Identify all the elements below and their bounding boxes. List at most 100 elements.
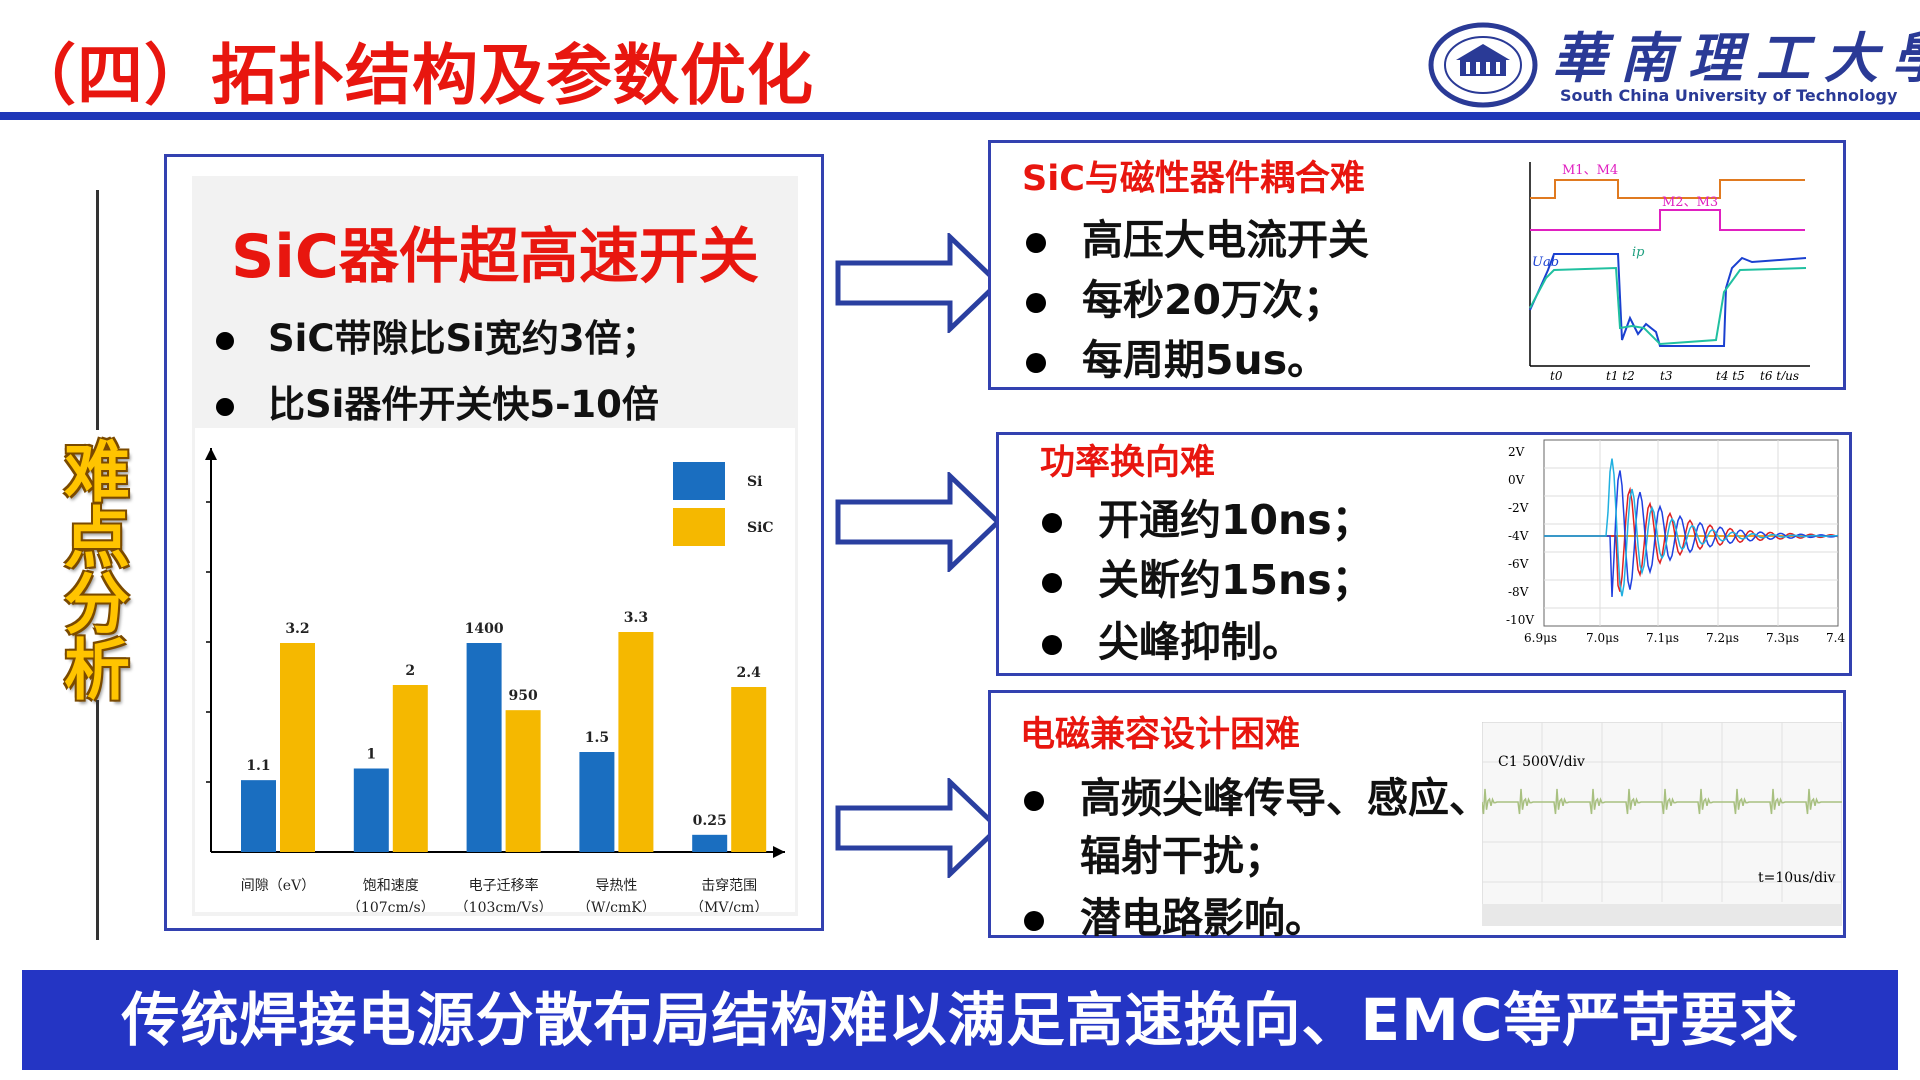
panel-1-bullet-2: 每秒20万次； <box>1026 266 1344 326</box>
bar-sic <box>618 632 654 852</box>
ringing-waveform-figure: 2V 0V -2V -4V -6V -8V -10V 6.9μs 7.0μs 7… <box>1506 436 1846 652</box>
page-title: （四）拓扑结构及参数优化 <box>10 37 814 114</box>
bullet-dot-icon <box>1024 791 1044 811</box>
bar-value-label: 0.25 <box>693 813 727 829</box>
side-line-top <box>96 190 99 430</box>
chart-legend: Si SiC <box>673 462 774 546</box>
bar-si <box>692 834 728 852</box>
left-bullet-1: SiC带隙比Si宽约3倍； <box>216 308 659 362</box>
summary-banner-text: 传统焊接电源分散布局结构难以满足高速换向、EMC等严苛要求 <box>121 986 1799 1054</box>
category-label: 电子迁移率 <box>469 877 539 894</box>
fig1-label-ip: ip <box>1632 245 1645 260</box>
fig1-label-uab: Uab <box>1532 255 1559 270</box>
fig2-ytick: -6V <box>1508 557 1529 571</box>
bar-value-label: 3.3 <box>624 610 648 626</box>
chart-labels: 1.1 3.2 间隙（eV） 1 2 饱和速度 （107cm/s） 1400 950 电子迁移率 （… <box>241 610 769 916</box>
bar-sic <box>280 643 315 852</box>
category-label: （103cm/Vs） <box>455 900 553 912</box>
chart-bars <box>241 632 767 852</box>
fig2-ytick: -8V <box>1508 585 1529 599</box>
bar-sic <box>731 687 767 852</box>
bar-value-label: 950 <box>508 688 537 704</box>
chart-svg: 1.1 3.2 间隙（eV） 1 2 饱和速度 （107cm/s） 1400 950 电子迁移率 （… <box>205 448 785 916</box>
fig2-xtick: 7.3μs <box>1766 631 1799 645</box>
category-label: （MV/cm） <box>690 900 768 912</box>
category-label: 饱和速度 <box>363 878 419 894</box>
comparison-chart: 1.1 3.2 间隙（eV） 1 2 饱和速度 （107cm/s） 1400 950 电子迁移率 （… <box>195 428 795 916</box>
panel-3-title: 电磁兼容设计困难 <box>1020 715 1301 755</box>
panel-2-bullet-3: 尖峰抑制。 <box>1042 608 1303 668</box>
bullet-dot-icon <box>216 331 234 350</box>
fig1-xtick: t1 t2 <box>1606 369 1635 380</box>
panel-2-title: 功率换向难 <box>1040 443 1216 483</box>
bar-si <box>579 752 615 852</box>
fig2-ytick: -4V <box>1508 529 1529 543</box>
bar-value-label: 1.5 <box>585 730 609 746</box>
left-bullet-2: 比Si器件开关快5-10倍 <box>216 374 659 428</box>
bullet-dot-icon <box>1026 293 1046 313</box>
fig2-xtick: 7.2μs <box>1706 631 1739 645</box>
osc-time-label: t=10us/div <box>1758 870 1836 886</box>
fig2-xtick: 7.0μs <box>1586 631 1619 645</box>
bar-si <box>466 643 502 852</box>
oscilloscope-figure: C1 500V/div t=10us/div <box>1482 722 1842 926</box>
arrow-right-icon <box>835 778 1002 878</box>
category-label: 间隙（eV） <box>241 878 315 894</box>
category-label: （107cm/s） <box>347 900 435 912</box>
bar-value-label: 1.1 <box>246 758 270 774</box>
legend-label: Si <box>747 474 762 490</box>
fig1-xtick: t4 t5 <box>1716 369 1745 380</box>
panel-1-title: SiC与磁性器件耦合难 <box>1022 159 1365 199</box>
category-label: （W/cmK） <box>577 900 656 912</box>
bar-si <box>241 780 276 852</box>
fig2-xtick: 7.4 <box>1826 631 1845 645</box>
bar-value-label: 1 <box>366 747 376 763</box>
panel-1-bullet-1: 高压大电流开关 <box>1026 206 1369 266</box>
fig2-ytick: -2V <box>1508 501 1529 515</box>
bullet-dot-icon <box>1042 513 1062 533</box>
arrow-right-icon <box>835 233 1002 333</box>
legend-swatch <box>673 508 725 546</box>
fig2-xtick: 6.9μs <box>1524 631 1557 645</box>
switching-waveform-figure: M1、M4 M2、M3 Uab ip t0 t1 t2 t3 t4 t5 t6 … <box>1520 158 1822 380</box>
side-label: 难点分析 <box>64 434 130 709</box>
fig2-xtick: 7.1μs <box>1646 631 1679 645</box>
university-seal-icon <box>1428 22 1538 108</box>
bar-value-label: 3.2 <box>285 621 309 637</box>
side-line-bottom <box>96 700 99 940</box>
summary-banner <box>22 970 1898 1070</box>
bullet-dot-icon <box>1042 573 1062 593</box>
panel-3-bullet-1-cont: 辐射干扰； <box>1080 832 1285 880</box>
bar-sic <box>392 685 428 852</box>
panel-3-bullet-2: 潜电路影响。 <box>1024 884 1326 944</box>
fig1-label-m2m3: M2、M3 <box>1662 195 1718 210</box>
fig1-xtick: t3 <box>1660 369 1673 380</box>
legend-swatch <box>673 462 725 500</box>
category-label: 导热性 <box>595 878 637 894</box>
panel-1-bullet-3: 每周期5us。 <box>1026 326 1328 386</box>
bar-value-label: 2 <box>405 663 415 679</box>
legend-label: SiC <box>747 520 774 536</box>
y-axis-arrow-icon <box>205 448 217 460</box>
x-axis-arrow-icon <box>773 846 785 858</box>
bar-value-label: 2.4 <box>737 665 762 681</box>
left-panel-title: SiC器件超高速开关 <box>231 222 759 292</box>
fig2-ytick: 2V <box>1508 445 1525 459</box>
university-name-cn: 華南理工大學 <box>1552 26 1920 90</box>
fig1-label-m1m4: M1、M4 <box>1562 163 1618 178</box>
category-label: 击穿范围 <box>701 877 757 894</box>
bullet-dot-icon <box>1026 353 1046 373</box>
bar-sic <box>505 710 541 852</box>
osc-channel-label: C1 500V/div <box>1498 754 1585 770</box>
fig1-xtick: t0 <box>1550 369 1563 380</box>
bullet-dot-icon <box>1026 233 1046 253</box>
bar-value-label: 1400 <box>465 621 504 637</box>
fig2-ytick: 0V <box>1508 473 1525 487</box>
bullet-dot-icon <box>1024 911 1044 931</box>
fig1-xtick: t6 t/us <box>1760 369 1799 380</box>
header-divider <box>0 112 1920 120</box>
bullet-dot-icon <box>1042 635 1062 655</box>
panel-2-bullet-2: 关断约15ns； <box>1042 546 1373 606</box>
panel-3-bullet-1: 高频尖峰传导、感应、 <box>1024 764 1490 824</box>
university-name-en: South China University of Technology <box>1560 86 1898 105</box>
